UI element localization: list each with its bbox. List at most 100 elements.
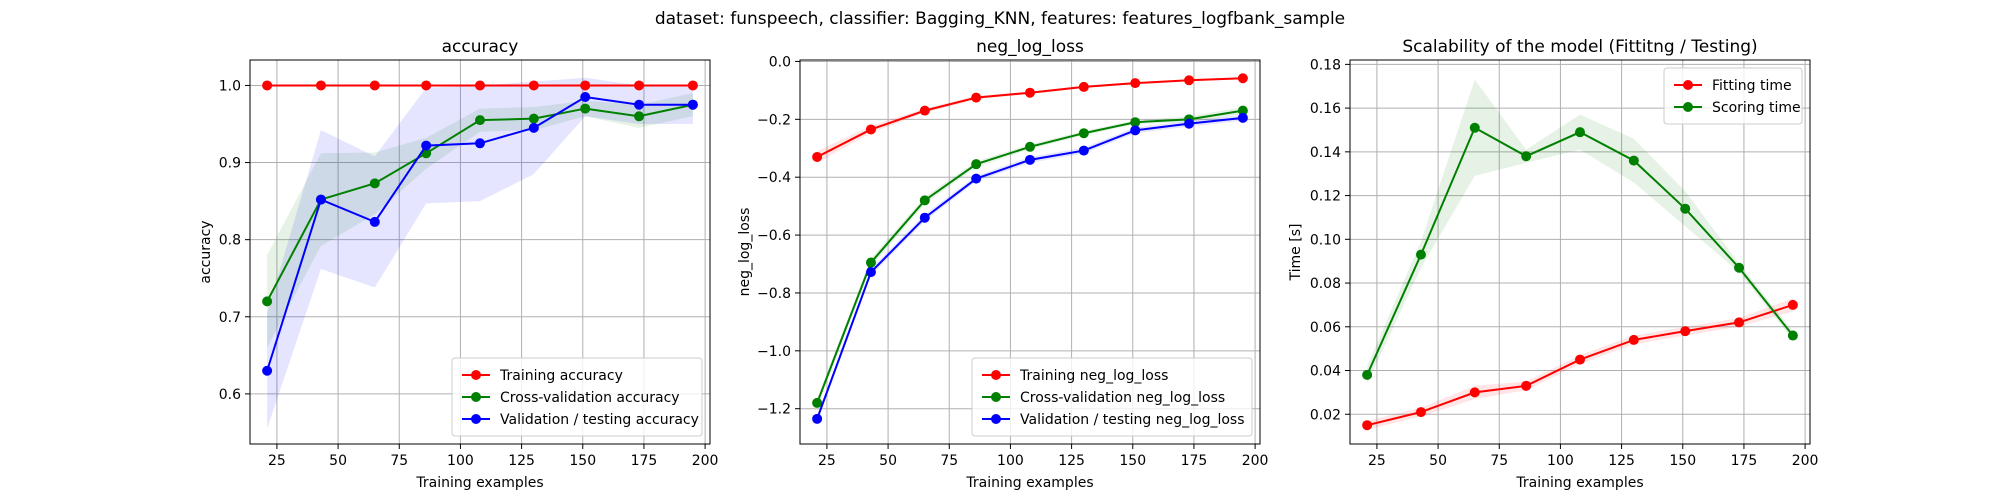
x-tick-label: 175 (1731, 453, 1758, 469)
data-point (812, 397, 823, 408)
data-point (528, 113, 539, 124)
data-point (475, 80, 485, 91)
data-point (315, 194, 326, 205)
x-tick-label: 25 (1368, 453, 1386, 469)
data-point (475, 138, 485, 149)
series-band-1 (817, 77, 1243, 163)
x-tick-label: 75 (940, 453, 958, 469)
data-point (1415, 407, 1426, 418)
legend-swatch-marker (471, 370, 481, 380)
y-tick-label: 0.04 (1310, 364, 1341, 380)
data-point (865, 267, 876, 278)
chart-title: Scalability of the model (Fittitng / Tes… (1402, 37, 1757, 57)
data-point (1362, 420, 1373, 431)
data-point (369, 80, 380, 91)
data-point (580, 103, 591, 114)
y-tick-label: 0.06 (1310, 320, 1341, 336)
legend-box (1663, 67, 1803, 125)
x-tick-label: 50 (879, 453, 897, 469)
data-point (1415, 249, 1426, 260)
x-tick-label: 175 (1181, 453, 1208, 469)
x-tick-label: 75 (1490, 453, 1508, 469)
data-point (1184, 75, 1195, 86)
legend-label: Training accuracy (499, 368, 623, 384)
legend-swatch-marker (471, 392, 481, 402)
legend-swatch-marker (991, 370, 1001, 380)
data-point (1237, 73, 1248, 84)
legend-swatch-marker (991, 392, 1001, 402)
legend: Fitting time Scoring time (1663, 67, 1803, 125)
data-point (580, 80, 591, 91)
x-tick-label: 125 (1608, 453, 1635, 469)
data-point (919, 195, 930, 206)
x-tick-label: 50 (329, 453, 347, 469)
x-tick-label: 150 (569, 453, 596, 469)
legend-label: Cross-validation neg_log_loss (1020, 390, 1225, 406)
data-point (1469, 387, 1480, 398)
data-point (1078, 128, 1089, 139)
data-point (1237, 112, 1248, 123)
plots-area: 25 50 75 100 125 150 175 200 0.6 0.7 0.8 0.9 1.0 accu… (198, 37, 1818, 491)
x-tick-label: 200 (692, 453, 719, 469)
data-point (1469, 122, 1480, 133)
y-tick-label: 0.9 (219, 156, 241, 172)
data-point (1575, 354, 1585, 365)
y-tick-label: 0.10 (1310, 232, 1341, 248)
data-point (687, 80, 698, 91)
series-band-2 (267, 93, 693, 348)
chart-panel-3: 25 50 75 100 125 150 175 200 0.02 0.04 0.06 0.08 0.1… (1288, 37, 1818, 491)
data-point (1787, 330, 1798, 341)
data-point (971, 159, 982, 170)
x-tick-label: 75 (390, 453, 408, 469)
y-tick-label: 0.02 (1310, 407, 1341, 423)
data-point (421, 140, 432, 151)
x-axis-label: Training examples (415, 475, 543, 491)
x-tick-label: 175 (631, 453, 658, 469)
data-point (1680, 326, 1691, 337)
data-point (634, 99, 645, 110)
data-point (1787, 299, 1798, 310)
data-point (1521, 380, 1532, 391)
data-point (1025, 141, 1035, 152)
data-point (1575, 127, 1585, 138)
axes-frame (799, 59, 1261, 445)
data-point (369, 216, 380, 227)
legend-swatch-marker (991, 414, 1001, 424)
data-point (262, 365, 273, 376)
legend-label: Cross-validation accuracy (500, 390, 680, 406)
data-point (1734, 262, 1745, 273)
data-point (580, 92, 591, 103)
y-tick-label: −0.4 (757, 170, 791, 186)
data-point (315, 80, 326, 91)
x-axis-label: Training examples (965, 475, 1093, 491)
data-point (1362, 369, 1373, 380)
data-point (1734, 317, 1745, 328)
x-tick-label: 200 (1242, 453, 1269, 469)
x-tick-label: 150 (1669, 453, 1696, 469)
data-point (262, 296, 273, 307)
data-point (528, 122, 539, 133)
y-tick-label: −1.2 (757, 402, 791, 418)
x-tick-label: 100 (997, 453, 1024, 469)
data-point (1025, 154, 1035, 165)
data-point (1025, 87, 1035, 98)
chart-panel-2: 25 50 75 100 125 150 175 200 −1.2 −1.0 −0.8 −0.6 −0.… (737, 37, 1268, 491)
y-tick-label: 0.16 (1310, 101, 1341, 117)
y-tick-label: −0.6 (757, 228, 791, 244)
series-band-2 (1367, 79, 1793, 384)
data-point (865, 257, 876, 268)
y-tick-label: 0.12 (1310, 189, 1341, 205)
data-point (1130, 78, 1141, 89)
chart-title: accuracy (442, 37, 519, 57)
data-point (528, 80, 539, 91)
y-axis-label: Time [s] (1288, 224, 1304, 282)
legend-swatch-marker (471, 414, 481, 424)
data-point (1237, 105, 1248, 116)
axes-frame (1349, 59, 1811, 445)
data-point (919, 212, 930, 223)
data-point (812, 413, 823, 424)
legend-box (451, 357, 703, 437)
data-point (812, 151, 823, 162)
data-point (1680, 203, 1691, 214)
